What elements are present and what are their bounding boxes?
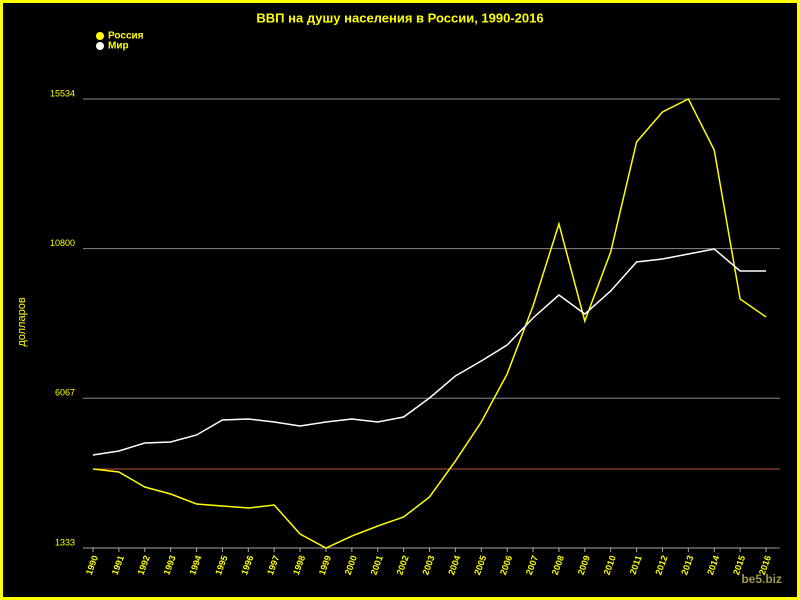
y-axis-label: долларов xyxy=(16,297,28,346)
legend-marker xyxy=(96,32,104,40)
legend-label: Мир xyxy=(108,41,129,52)
legend-label: Россия xyxy=(108,31,144,42)
y-tick-label: 1333 xyxy=(55,537,75,547)
y-tick-label: 10800 xyxy=(50,238,75,248)
series-line xyxy=(92,248,766,456)
legend-marker xyxy=(96,42,104,50)
y-tick-label: 6067 xyxy=(55,388,75,398)
series-line xyxy=(92,97,767,549)
chart-title: ВВП на душу населения в России, 1990-201… xyxy=(256,10,543,25)
y-tick-label: 15534 xyxy=(50,88,75,98)
watermark: be5.biz xyxy=(741,572,782,586)
